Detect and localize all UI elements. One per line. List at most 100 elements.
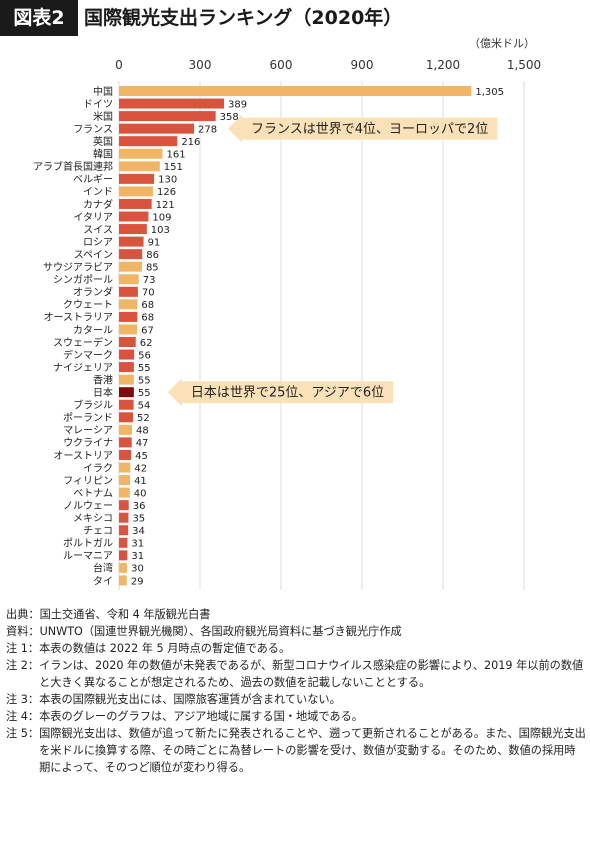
- note-label: 注 2: [6, 659, 28, 672]
- value-label: 29: [131, 576, 144, 587]
- note-text: 国土交通省、令和 4 年版観光白書: [39, 608, 211, 621]
- value-label: 1,305: [475, 87, 504, 98]
- note-separator: ：: [27, 642, 40, 655]
- bar: [119, 311, 138, 322]
- category-label: 中国: [93, 85, 113, 98]
- category-label: ブラジル: [73, 399, 113, 412]
- category-label: ベトナム: [73, 487, 113, 499]
- bar: [119, 362, 134, 373]
- category-label: 韓国: [93, 149, 113, 161]
- category-label: 米国: [93, 110, 113, 123]
- note-text: イランは、2020 年の数値が未発表であるが、新型コロナウイルス感染症の影響によ…: [39, 659, 584, 689]
- x-tick-label: 300: [189, 58, 212, 72]
- category-label: フィリピン: [63, 475, 113, 487]
- value-label: 73: [143, 275, 156, 286]
- bar: [119, 148, 163, 159]
- value-label: 35: [132, 514, 145, 525]
- note-row: 注 1：本表の数値は 2022 年 5 月時点の暫定値である。: [6, 640, 586, 657]
- value-label: 103: [151, 225, 170, 236]
- bar: [119, 449, 132, 460]
- note-separator: ：: [28, 625, 40, 638]
- category-label: カナダ: [83, 198, 113, 211]
- category-label: 香港: [93, 374, 113, 386]
- note-row: 注 4：本表のグレーのグラフは、アジア地域に属する国・地域である。: [6, 708, 586, 725]
- bar: [119, 525, 129, 536]
- bar: [119, 211, 149, 222]
- category-label: フランス: [73, 123, 113, 135]
- category-label: オーストリア: [54, 450, 114, 462]
- bar: [119, 475, 131, 486]
- bar: [119, 512, 129, 523]
- note-text: 本表の数値は 2022 年 5 月時点の暫定値である。: [39, 642, 291, 655]
- x-tick-label: 1,200: [426, 58, 460, 72]
- category-label: ロシア: [83, 237, 113, 248]
- value-label: 86: [146, 250, 159, 261]
- category-label: ウクライナ: [63, 437, 113, 449]
- category-label: オランダ: [73, 286, 113, 299]
- bar: [119, 387, 134, 398]
- value-label: 85: [146, 263, 159, 274]
- bar: [119, 399, 134, 410]
- note-row: 資料： UNWTO（国連世界観光機関）、各国政府観光局資料に基づき観光庁作成: [6, 623, 586, 640]
- note-text: 国際観光支出は、数値が追って新たに発表されることや、遡って更新されることがある。…: [39, 727, 586, 774]
- value-label: 56: [138, 350, 151, 361]
- bar: [119, 111, 216, 122]
- bar: [119, 286, 138, 297]
- category-label: スペイン: [74, 250, 113, 261]
- value-label: 216: [181, 137, 200, 148]
- value-label: 36: [133, 501, 146, 512]
- category-label: シンガポール: [53, 274, 113, 286]
- value-label: 55: [138, 375, 151, 386]
- figure-header: 図表2 国際観光支出ランキング（2020年）: [0, 0, 590, 36]
- category-label: 台湾: [93, 562, 113, 575]
- value-label: 278: [198, 124, 217, 135]
- figure-title: 国際観光支出ランキング（2020年）: [84, 7, 403, 29]
- bar: [119, 575, 127, 586]
- value-label: 55: [138, 363, 151, 374]
- note-text: UNWTO（国連世界観光機関）、各国政府観光局資料に基づき観光庁作成: [39, 625, 402, 638]
- category-label: クウェート: [63, 299, 113, 311]
- note-label: 出典: [6, 608, 29, 621]
- bar: [119, 374, 134, 385]
- callout-box: [228, 114, 498, 143]
- bar: [119, 261, 142, 272]
- value-label: 30: [131, 564, 144, 575]
- value-label: 41: [134, 476, 147, 487]
- note-label: 注 3: [6, 693, 28, 706]
- note-separator: ：: [27, 727, 40, 740]
- category-label: ノルウェー: [63, 500, 113, 512]
- category-label: タイ: [93, 575, 113, 587]
- bar: [119, 462, 131, 473]
- bar: [119, 324, 138, 335]
- x-tick-label: 600: [270, 58, 293, 72]
- bar: [119, 274, 139, 285]
- value-label: 40: [134, 488, 147, 499]
- bar: [119, 437, 132, 448]
- category-label: サウジアラビア: [43, 262, 113, 274]
- bar: [119, 249, 143, 260]
- value-label: 68: [141, 300, 154, 311]
- note-separator: ：: [28, 608, 40, 621]
- bar: [119, 123, 195, 134]
- note-row: 出典：国土交通省、令和 4 年版観光白書: [6, 606, 586, 623]
- category-label: ポーランド: [63, 412, 113, 424]
- figure-label: 図表2: [0, 0, 78, 36]
- bar: [119, 299, 138, 310]
- x-tick-label: 0: [115, 58, 123, 72]
- value-label: 31: [131, 539, 144, 550]
- bar: [119, 186, 154, 197]
- value-label: 358: [220, 112, 239, 123]
- callout-text: 日本は世界で25位、アジアで6位: [191, 386, 384, 401]
- bar: [119, 537, 128, 548]
- category-label: ルーマニア: [63, 551, 113, 562]
- bar: [119, 487, 130, 498]
- category-label: マレーシア: [63, 426, 113, 437]
- bar: [119, 424, 132, 435]
- bar: [119, 550, 128, 561]
- category-label: チェコ: [83, 525, 113, 537]
- note-separator: ：: [27, 710, 40, 723]
- bar: [119, 500, 129, 511]
- bar: [119, 236, 144, 247]
- category-label: アラブ首長国連邦: [33, 160, 113, 173]
- value-label: 151: [164, 162, 183, 173]
